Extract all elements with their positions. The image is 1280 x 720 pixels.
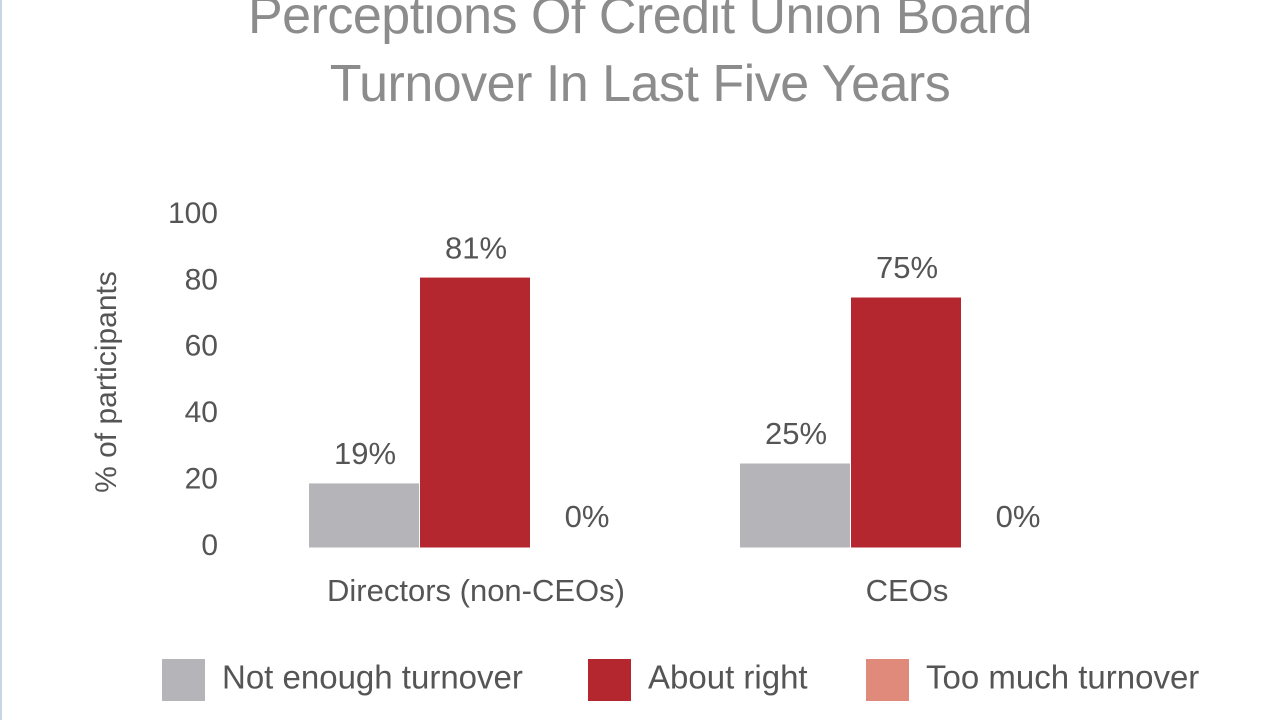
bar bbox=[740, 463, 850, 548]
value-label: 19% bbox=[334, 436, 396, 471]
legend-swatch bbox=[162, 659, 205, 701]
y-axis-label: % of participants bbox=[90, 271, 123, 493]
x-tick-label: Directors (non-CEOs) bbox=[327, 573, 625, 608]
value-label: 81% bbox=[445, 230, 507, 265]
bar bbox=[309, 483, 419, 548]
value-label: 0% bbox=[996, 499, 1041, 534]
value-label: 75% bbox=[876, 250, 938, 285]
legend-label: Not enough turnover bbox=[222, 659, 523, 696]
legend-label: Too much turnover bbox=[926, 659, 1199, 696]
y-tick-label: 80 bbox=[185, 263, 218, 296]
value-label: 0% bbox=[565, 499, 610, 534]
value-label: 25% bbox=[765, 416, 827, 451]
legend-swatch bbox=[588, 659, 631, 701]
bar bbox=[420, 277, 530, 548]
y-tick-label: 40 bbox=[185, 396, 218, 429]
legend-swatch bbox=[866, 659, 909, 701]
legend-label: About right bbox=[648, 659, 808, 696]
y-tick-label: 100 bbox=[168, 197, 218, 230]
bar bbox=[851, 297, 961, 548]
y-tick-label: 0 bbox=[201, 529, 218, 562]
y-tick-label: 60 bbox=[185, 330, 218, 363]
chart-title: Perceptions Of Credit Union Board Turnov… bbox=[247, 0, 1033, 113]
x-tick-label: CEOs bbox=[866, 573, 949, 608]
y-tick-label: 20 bbox=[185, 463, 218, 496]
